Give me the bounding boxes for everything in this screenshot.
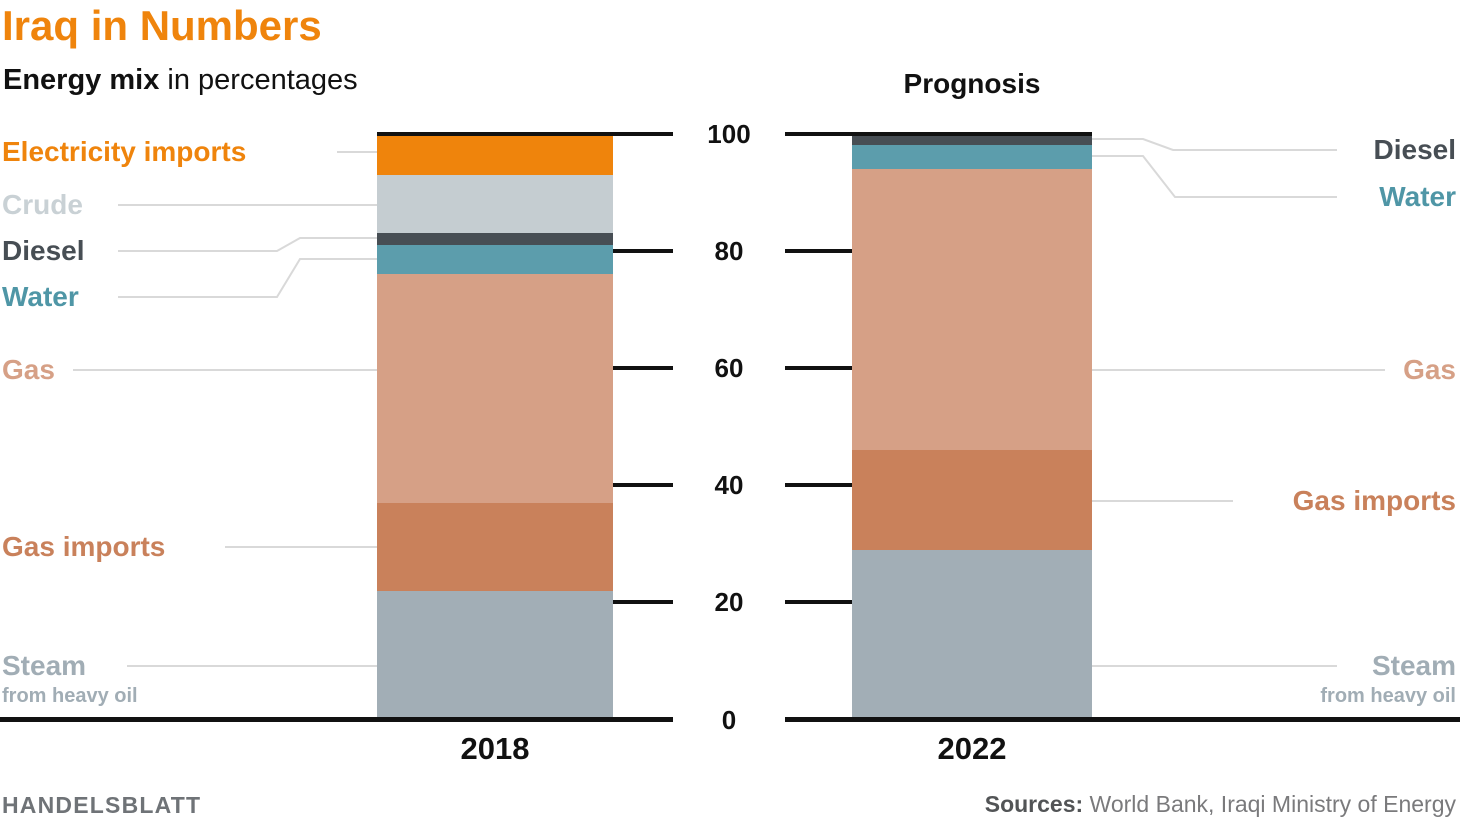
bar-segment-gas-2018 [377, 274, 613, 503]
y-tick-line [785, 248, 852, 253]
bar-segment-gas-2022 [852, 168, 1092, 450]
label-gas-left: Gas [2, 354, 55, 385]
top-gridline [377, 131, 673, 136]
x-axis-label-2018: 2018 [460, 731, 530, 766]
page-title: Iraq in Numbers [2, 2, 322, 49]
bar-segment-steam-2018 [377, 590, 613, 720]
subtitle-rest: in percentages [159, 64, 358, 96]
left-connectors [73, 151, 377, 667]
label-water-right: Water [1379, 181, 1456, 212]
label-steam-sub-left: from heavy oil [2, 685, 138, 707]
chart-subtitle: Energy mix in percentages [3, 64, 358, 96]
x-axis-baseline [0, 717, 673, 722]
label-steam-right: Steam [1371, 650, 1456, 681]
connector-water-left [118, 258, 377, 298]
bar-segment-water-2022 [852, 145, 1092, 169]
bar-segment-electricity-imports-2018 [377, 133, 613, 175]
bar-segment-crude-2018 [377, 174, 613, 234]
y-axis-tick-label: 60 [714, 352, 744, 383]
label-steam-sub-right: from heavy oil [1320, 685, 1456, 707]
x-axis-baseline [785, 717, 1460, 722]
connector-diesel-right [1092, 138, 1337, 151]
connector-diesel-left [118, 237, 377, 252]
sources-text: World Bank, Iraqi Ministry of Energy [1083, 791, 1456, 817]
y-tick-line [785, 365, 852, 370]
label-diesel-left: Diesel [2, 235, 85, 266]
bar-segment-steam-2022 [852, 549, 1092, 720]
top-gridline [785, 131, 1092, 136]
bar-segment-water-2018 [377, 244, 613, 275]
y-tick-line [613, 600, 673, 605]
y-tick-line [613, 365, 673, 370]
label-diesel-right: Diesel [1373, 134, 1457, 165]
y-tick-line [613, 248, 673, 253]
bar-segment-gas-imports-2022 [852, 449, 1092, 550]
label-water-left: Water [2, 281, 79, 312]
y-tick-line [785, 600, 852, 605]
y-axis-tick-label: 100 [707, 118, 751, 149]
y-tick-line [613, 483, 673, 488]
sources-label: Sources: [984, 791, 1084, 817]
y-axis-tick-label: 80 [714, 235, 744, 266]
label-electricity-imports: Electricity imports [2, 136, 247, 167]
right-connectors [1092, 138, 1385, 667]
label-crude: Crude [2, 189, 83, 220]
y-axis-tick-label: 0 [721, 704, 737, 735]
connector-water-right [1092, 155, 1337, 198]
bar-segment-diesel-2018 [377, 233, 613, 245]
y-axis-tick-label: 20 [714, 587, 744, 618]
y-axis-tick-label: 40 [714, 470, 744, 501]
label-gas-imports-left: Gas imports [2, 531, 166, 562]
subtitle-bold: Energy mix [3, 64, 160, 96]
prognosis-title: Prognosis [903, 68, 1041, 99]
sources-line: Sources: World Bank, Iraqi Ministry of E… [985, 791, 1456, 818]
label-steam-left: Steam [2, 650, 87, 681]
y-tick-line [785, 483, 852, 488]
bar-segment-diesel-2022 [852, 133, 1092, 146]
label-gas-imports-right: Gas imports [1292, 485, 1456, 516]
label-gas-right: Gas [1403, 354, 1456, 385]
publisher-logo: HANDELSBLATT [2, 792, 202, 818]
x-axis-label-2022: 2022 [937, 731, 1007, 766]
bar-segment-gas-imports-2018 [377, 502, 613, 591]
